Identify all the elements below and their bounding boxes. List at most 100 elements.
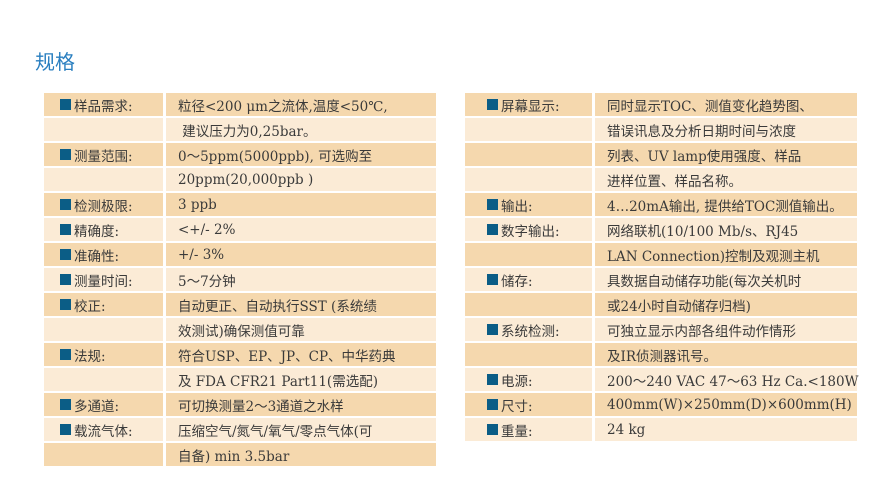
spec-label-cell: 精确度:	[44, 218, 163, 241]
spec-row: 列表、UV lamp使用强度、样品	[465, 143, 857, 168]
spec-value: 效测试)确保测值可靠	[166, 318, 436, 341]
spec-value: 列表、UV lamp使用强度、样品	[595, 143, 857, 166]
spec-label: 校正:	[74, 298, 106, 315]
spec-label: 测量时间:	[74, 273, 133, 290]
square-bullet-icon	[60, 99, 71, 110]
square-bullet-icon	[60, 149, 71, 160]
square-bullet-icon	[60, 224, 71, 235]
spec-value: 具数据自动储存功能(每次关机时	[595, 268, 857, 291]
spec-row: 尺寸: 400mm(W)×250mm(D)×600mm(H)	[465, 393, 857, 418]
spec-label-cell: 电源:	[465, 368, 592, 391]
spec-label-cell: 测量范围:	[44, 143, 163, 166]
spec-label: 屏幕显示:	[501, 98, 560, 115]
spec-label-cell: 屏幕显示:	[465, 93, 592, 116]
square-bullet-icon	[487, 224, 498, 235]
spec-value: 可独立显示内部各组件动作情形	[595, 318, 857, 341]
spec-row: 校正: 自动更正、自动执行SST (系统绩	[44, 293, 436, 318]
spec-label-cell: 数字输出:	[465, 218, 592, 241]
spec-label: 检测极限:	[74, 198, 133, 215]
spec-label-cell	[44, 318, 163, 341]
spec-label-cell	[465, 118, 592, 141]
spec-label-cell: 法规:	[44, 343, 163, 366]
spec-value: 400mm(W)×250mm(D)×600mm(H)	[595, 393, 857, 416]
spec-value: 5～7分钟	[166, 268, 436, 291]
spec-label-cell: 储存:	[465, 268, 592, 291]
spec-label-cell	[44, 168, 163, 191]
spec-value: 或24小时自动储存归档)	[595, 293, 857, 316]
square-bullet-icon	[487, 324, 498, 335]
square-bullet-icon	[60, 199, 71, 210]
square-bullet-icon	[487, 374, 498, 385]
spec-row: 输出: 4…20mA输出, 提供给TOC测值输出。	[465, 193, 857, 218]
spec-row: 自备) min 3.5bar	[44, 443, 436, 468]
spec-label-cell: 重量:	[465, 418, 592, 441]
spec-label-cell: 多通道:	[44, 393, 163, 416]
spec-value: 3 ppb	[166, 193, 436, 216]
spec-value: <+/- 2%	[166, 218, 436, 241]
spec-value: 200～240 VAC 47～63 Hz Ca.<180W	[595, 368, 858, 391]
spec-row: 测量范围: 0～5ppm(5000ppb), 可选购至	[44, 143, 436, 168]
spec-row: 屏幕显示: 同时显示TOC、测值变化趋势图、	[465, 93, 857, 118]
square-bullet-icon	[60, 274, 71, 285]
spec-label-cell	[465, 143, 592, 166]
spec-label-cell: 输出:	[465, 193, 592, 216]
spec-row: 建议压力为0,25bar。	[44, 118, 436, 143]
square-bullet-icon	[487, 399, 498, 410]
spec-value: 网络联机(10/100 Mb/s、RJ45	[595, 218, 857, 241]
square-bullet-icon	[60, 399, 71, 410]
spec-value: 可切换测量2～3通道之水样	[166, 393, 436, 416]
spec-row: 效测试)确保测值可靠	[44, 318, 436, 343]
spec-row: 储存: 具数据自动储存功能(每次关机时	[465, 268, 857, 293]
spec-label: 样品需求:	[74, 98, 133, 115]
spec-row: 进样位置、样品名称。	[465, 168, 857, 193]
spec-value: 及IR侦测器讯号。	[595, 343, 857, 366]
spec-value: 错误讯息及分析日期时间与浓度	[595, 118, 857, 141]
spec-label-cell: 样品需求:	[44, 93, 163, 116]
spec-table-right: 屏幕显示: 同时显示TOC、测值变化趋势图、 错误讯息及分析日期时间与浓度 列表、UV…	[465, 93, 858, 443]
spec-row: LAN Connection)控制及观测主机	[465, 243, 857, 268]
spec-label-cell	[44, 118, 163, 141]
spec-value: +/- 3%	[166, 243, 436, 266]
spec-row: 20ppm(20,000ppb )	[44, 168, 436, 193]
spec-label-cell	[44, 443, 163, 466]
spec-label-cell	[465, 293, 592, 316]
spec-value: 及 FDA CFR21 Part11(需选配)	[166, 368, 436, 391]
spec-label-cell: 准确性:	[44, 243, 163, 266]
spec-label: 系统检测:	[501, 323, 560, 340]
spec-label: 法规:	[74, 348, 106, 365]
spec-label-cell	[465, 168, 592, 191]
spec-row: 精确度: <+/- 2%	[44, 218, 436, 243]
spec-value: LAN Connection)控制及观测主机	[595, 243, 857, 266]
spec-value: 自备) min 3.5bar	[166, 443, 436, 466]
spec-label: 精确度:	[74, 223, 120, 240]
spec-label: 输出:	[501, 198, 533, 215]
spec-label-cell: 校正:	[44, 293, 163, 316]
spec-value: 0～5ppm(5000ppb), 可选购至	[166, 143, 436, 166]
square-bullet-icon	[60, 249, 71, 260]
page-title: 规格	[35, 50, 75, 74]
spec-row: 准确性: +/- 3%	[44, 243, 436, 268]
spec-value: 4…20mA输出, 提供给TOC测值输出。	[595, 193, 857, 216]
spec-label-cell: 系统检测:	[465, 318, 592, 341]
spec-label: 多通道:	[74, 398, 120, 415]
spec-value: 自动更正、自动执行SST (系统绩	[166, 293, 436, 316]
spec-label-cell: 尺寸:	[465, 393, 592, 416]
spec-label: 测量范围:	[74, 148, 133, 165]
spec-row: 系统检测: 可独立显示内部各组件动作情形	[465, 318, 857, 343]
square-bullet-icon	[60, 424, 71, 435]
spec-label: 准确性:	[74, 248, 120, 265]
spec-row: 或24小时自动储存归档)	[465, 293, 857, 318]
spec-row: 检测极限: 3 ppb	[44, 193, 436, 218]
square-bullet-icon	[487, 99, 498, 110]
spec-value: 建议压力为0,25bar。	[166, 118, 436, 141]
square-bullet-icon	[60, 299, 71, 310]
spec-value: 压缩空气/氮气/氧气/零点气体(可	[166, 418, 436, 441]
square-bullet-icon	[487, 199, 498, 210]
spec-label-cell	[465, 243, 592, 266]
spec-label-cell: 载流气体:	[44, 418, 163, 441]
spec-label-cell: 测量时间:	[44, 268, 163, 291]
spec-label: 载流气体:	[74, 423, 133, 440]
spec-label-cell: 检测极限:	[44, 193, 163, 216]
spec-value: 符合USP、EP、JP、CP、中华药典	[166, 343, 436, 366]
spec-row: 法规: 符合USP、EP、JP、CP、中华药典	[44, 343, 436, 368]
